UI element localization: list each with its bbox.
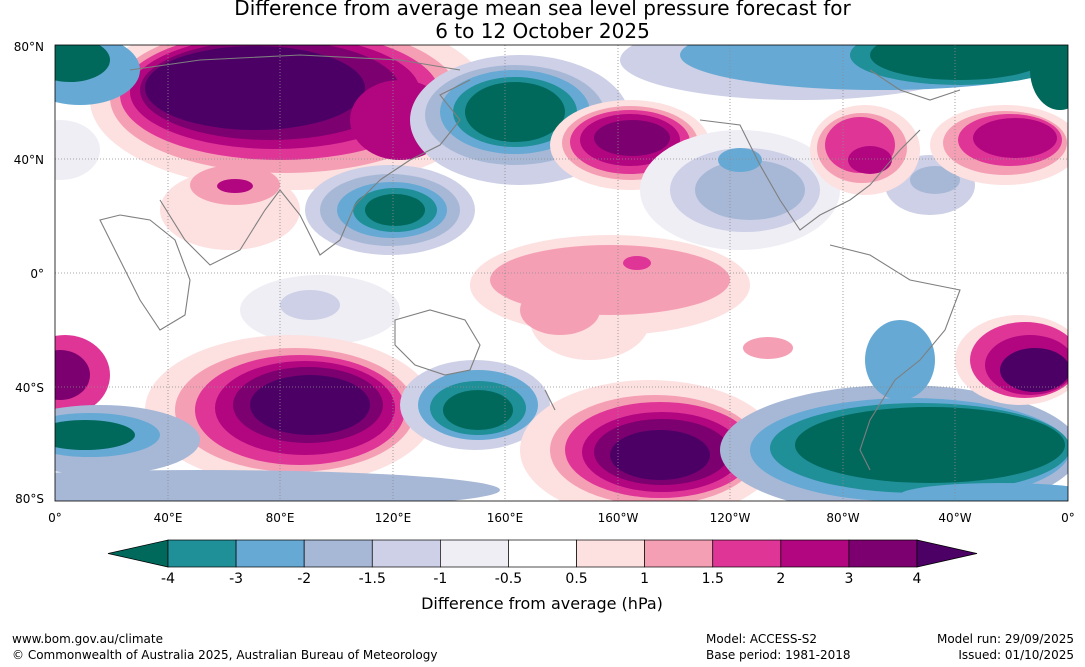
anomaly-north-atlantic-high bbox=[930, 105, 1068, 185]
anomaly-southern-ocean-low bbox=[55, 320, 1068, 501]
colorbar-label: Difference from average (hPa) bbox=[421, 594, 663, 613]
lon-label-160e: 160°E bbox=[487, 511, 524, 525]
colorbar-tick-label: -4 bbox=[161, 571, 175, 587]
colorbar bbox=[107, 539, 978, 568]
lon-label-80e: 80°E bbox=[266, 511, 295, 525]
lon-label-0-right: 0° bbox=[1061, 511, 1075, 525]
colorbar-segment bbox=[644, 539, 714, 568]
colorbar-tick-label: -1 bbox=[433, 571, 447, 587]
lat-label-40s: 40°S bbox=[15, 381, 44, 395]
footer-url: www.bom.gov.au/climate bbox=[12, 632, 163, 646]
map-frame bbox=[54, 44, 1069, 502]
colorbar-segment bbox=[576, 539, 645, 568]
colorbar-segment bbox=[712, 539, 782, 568]
colorbar-segment bbox=[167, 539, 237, 568]
footer-issued: Issued: 01/10/2025 bbox=[958, 648, 1074, 662]
colorbar-tick-label: 4 bbox=[913, 571, 922, 587]
anomaly-tropical-pacific bbox=[470, 235, 793, 360]
anomaly-south-australia-low bbox=[400, 360, 550, 450]
colorbar-tick-label: 2 bbox=[776, 571, 785, 587]
lon-label-0-left: 0° bbox=[48, 511, 62, 525]
anomaly-indian-ocean bbox=[240, 275, 400, 345]
colorbar-segment bbox=[780, 539, 850, 568]
footer-copyright: © Commonwealth of Australia 2025, Austra… bbox=[12, 648, 438, 662]
lon-label-40w: 40°W bbox=[938, 511, 971, 525]
title-line-2: 6 to 12 October 2025 bbox=[435, 19, 650, 43]
colorbar-tick-label: -1.5 bbox=[359, 571, 386, 587]
anomaly-south-pacific-high bbox=[520, 380, 780, 501]
anomaly-east-asia-low bbox=[305, 165, 475, 255]
colorbar-segment bbox=[303, 539, 373, 568]
coastlines bbox=[99, 54, 961, 471]
lat-label-80n: 80°N bbox=[14, 40, 44, 54]
anomaly-arctic-low-west bbox=[55, 45, 140, 180]
anomaly-south-asia bbox=[160, 165, 300, 250]
lon-label-120w: 120°W bbox=[710, 511, 751, 525]
anomaly-south-indian-high bbox=[145, 335, 435, 485]
colorbar-tick-label: 1 bbox=[640, 571, 649, 587]
colorbar-arrow-low bbox=[107, 539, 169, 568]
anomaly-south-atlantic-high bbox=[955, 315, 1068, 405]
lon-label-40e: 40°E bbox=[154, 511, 183, 525]
lat-label-equator: 0° bbox=[30, 267, 44, 281]
footer-base-period: Base period: 1981-2018 bbox=[706, 648, 851, 662]
colorbar-segment bbox=[848, 539, 918, 568]
colorbar-segment bbox=[508, 539, 577, 568]
colorbar-arrow-high bbox=[916, 539, 978, 568]
colorbar-segment bbox=[235, 539, 305, 568]
colorbar-segment bbox=[371, 539, 441, 568]
lat-label-40n: 40°N bbox=[14, 153, 44, 167]
anomaly-north-america bbox=[640, 105, 975, 250]
colorbar-tick-label: 3 bbox=[844, 571, 853, 587]
lon-label-160w: 160°W bbox=[598, 511, 639, 525]
footer-model: Model: ACCESS-S2 bbox=[706, 632, 818, 646]
title-line-1: Difference from average mean sea level p… bbox=[234, 0, 851, 20]
anomaly-south-atlantic-west-edge bbox=[55, 335, 200, 475]
map-title: Difference from average mean sea level p… bbox=[0, 0, 1085, 43]
footer-model-run: Model run: 29/09/2025 bbox=[936, 632, 1074, 646]
lon-label-80w: 80°W bbox=[826, 511, 859, 525]
colorbar-segment bbox=[440, 539, 509, 568]
colorbar-tick-labels: -4 -3 -2 -1.5 -1 -0.5 0.5 1 1.5 2 3 4 bbox=[161, 571, 922, 587]
anomaly-arctic-low-east bbox=[620, 45, 1068, 110]
colorbar-tick-label: -2 bbox=[297, 571, 311, 587]
colorbar-tick-label: 1.5 bbox=[702, 571, 724, 587]
anomaly-field bbox=[55, 45, 1068, 501]
lon-label-120e: 120°E bbox=[375, 511, 412, 525]
graticule bbox=[55, 45, 1068, 501]
colorbar-tick-label: 0.5 bbox=[565, 571, 587, 587]
colorbar-tick-label: -3 bbox=[229, 571, 243, 587]
colorbar-tick-label: -0.5 bbox=[495, 571, 522, 587]
lat-label-80s: 80°S bbox=[15, 492, 44, 506]
